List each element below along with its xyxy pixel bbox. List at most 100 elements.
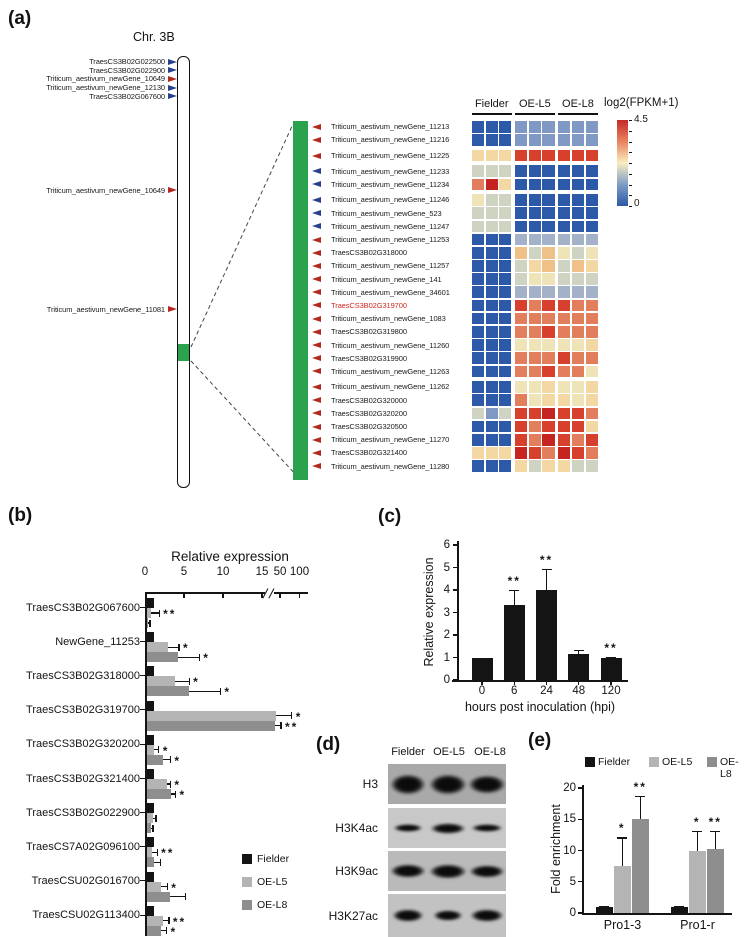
heatmap-cell [528, 134, 541, 146]
red-arrow-left-icon [312, 289, 321, 296]
heatmap-cell [499, 312, 512, 325]
heatmap-cell [571, 246, 584, 259]
heatmap-cell [528, 149, 541, 162]
heatmap-cell [515, 352, 528, 364]
heatmap-cell [558, 149, 571, 162]
heatmap-cell [542, 286, 555, 299]
blot-band [392, 909, 424, 922]
red-arrow-left-icon [312, 123, 321, 130]
panel-b-error-cap [169, 756, 172, 764]
heatmap-row: Triticum_aestivum_newGene_34601 [312, 286, 599, 299]
red-arrow-left-icon [312, 342, 321, 349]
heatmap-cell [515, 394, 528, 406]
heatmap-cell [585, 339, 598, 351]
panel-c-y-tick [452, 544, 457, 546]
panel-b-error-cap [149, 619, 151, 627]
panel-e-error-cap [635, 795, 646, 797]
panel-b-gene-tick [140, 880, 145, 882]
chromosome-gene-label: Triticum_aestivum_newGene_12130 [46, 83, 165, 93]
dashed-line-lower [190, 360, 298, 477]
heatmap-cell [542, 326, 555, 338]
heatmap-cell [499, 407, 512, 420]
heatmap-row-label-wrap: Triticum_aestivum_newGene_11234 [312, 180, 472, 189]
panel-b-error-cap [184, 893, 186, 901]
heatmap-cell [571, 312, 584, 325]
heatmap-cell [528, 286, 541, 299]
heatmap-cell [499, 220, 512, 233]
heatmap-gene-label: Triticum_aestivum_newGene_34601 [331, 287, 450, 297]
heatmap-cell [515, 433, 528, 446]
heatmap-cell [528, 394, 541, 406]
panel-b-error-line [152, 817, 156, 819]
red-arrow-left-icon [312, 315, 321, 322]
heatmap-cell [585, 165, 598, 177]
heatmap-cell [485, 299, 498, 312]
heatmap-region-bar [293, 121, 308, 480]
heatmap-cell [571, 149, 584, 162]
heatmap-group-underline [558, 112, 598, 115]
heatmap-row-label-wrap: Triticum_aestivum_newGene_11270 [312, 435, 472, 444]
heatmap-cell [528, 260, 541, 272]
panel-e-significance: ** [708, 814, 722, 829]
red-arrow-left-icon [312, 236, 321, 243]
panel-b-bar [146, 857, 155, 868]
heatmap-row: Triticum_aestivum_newGene_11234 [312, 178, 599, 191]
panel-b-gene-tick [140, 743, 145, 745]
blot-column-header: OE-L5 [433, 746, 465, 758]
panel-b-axis-vertical [145, 592, 147, 936]
panel-b-error-cap [178, 643, 180, 651]
blot-band [429, 863, 467, 879]
panel-b-gene-tick [140, 811, 145, 814]
heatmap-gene-label: Triticum_aestivum_newGene_11262 [331, 382, 450, 392]
heatmap-gene-label: TraesCS3B02G319900 [331, 353, 407, 363]
panel-e-y-tick-label: 15 [563, 813, 576, 826]
heatmap-cell [542, 273, 555, 285]
panel-b-bar [146, 686, 190, 697]
heatmap-gene-label: Triticum_aestivum_newGene_11247 [331, 221, 450, 231]
panel-b-axis-top-right [273, 592, 308, 594]
panel-b-error-cap [158, 746, 160, 754]
heatmap-cell [515, 149, 528, 162]
heatmap-row: Triticum_aestivum_newGene_11213 [312, 121, 599, 133]
heatmap-cell [585, 207, 598, 219]
blot-band [433, 910, 463, 921]
connector-dashed-lines [190, 123, 298, 477]
heatmap-row-label-wrap: Triticum_aestivum_newGene_11247 [312, 222, 472, 231]
heatmap-cell [499, 207, 512, 219]
colorbar-tick [628, 141, 632, 143]
blot-row-label: H3K9ac [335, 864, 378, 878]
heatmap-cell [558, 178, 571, 191]
heatmap-row: Triticum_aestivum_newGene_11253 [312, 233, 599, 246]
blot-image [388, 851, 506, 891]
panel-b-gene-label: TraesCS7A02G096100 [26, 840, 140, 853]
panel-e-error-cap [692, 830, 703, 832]
blue-arrow-right-icon [168, 93, 177, 100]
panel-c-x-tick [545, 681, 548, 685]
panel-b-axis-top-left [145, 592, 265, 594]
heatmap-gene-label: TraesCS3B02G320000 [331, 395, 407, 405]
panel-c-y-tick [452, 589, 457, 591]
chromosome-gene-label: TraesCS3B02G022900 [89, 65, 165, 75]
heatmap-gene-label: Triticum_aestivum_newGene_141 [331, 274, 442, 284]
panel-c-bar [536, 590, 557, 680]
heatmap-row: Triticum_aestivum_newGene_141 [312, 273, 599, 285]
panel-b-error-line [275, 725, 281, 727]
heatmap-row-label-wrap: Triticum_aestivum_newGene_11253 [312, 235, 472, 244]
panel-c-error-cap [573, 650, 584, 652]
heatmap-cell [499, 339, 512, 351]
heatmap-cell [542, 420, 555, 433]
panel-b-significance: * [203, 651, 210, 666]
heatmap-cell [571, 233, 584, 246]
heatmap-cell [585, 149, 598, 162]
chromosome-gene-label: Triticum_aestivum_newGene_10649 [46, 185, 165, 195]
heatmap-gene-label: Triticum_aestivum_newGene_523 [331, 208, 442, 218]
panel-b-error-line [171, 793, 175, 795]
heatmap-cell [542, 407, 555, 420]
heatmap-row-label-wrap: TraesCS3B02G319800 [312, 327, 472, 336]
panel-b-error-cap [174, 790, 177, 798]
panel-c-significance: ** [604, 641, 618, 656]
heatmap-cell [558, 394, 571, 406]
heatmap-cell [485, 312, 498, 325]
heatmap-cell [542, 233, 555, 246]
